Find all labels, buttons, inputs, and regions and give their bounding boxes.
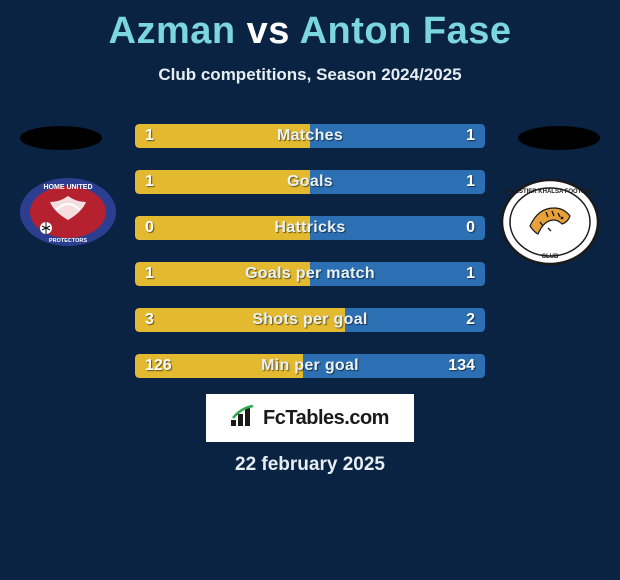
subtitle: Club competitions, Season 2024/2025 (0, 65, 620, 85)
stat-row: 11Goals (135, 170, 485, 194)
stat-label: Shots per goal (135, 308, 485, 332)
player2-name: Anton Fase (300, 10, 512, 52)
logo-text: FcTables.com (263, 407, 389, 430)
stat-label: Matches (135, 124, 485, 148)
vs-separator: vs (247, 10, 290, 52)
logo-icon (231, 404, 257, 432)
player2-club-badge: BALESTIER KHALSA FOOTBALL CLUB (500, 178, 600, 266)
stat-label: Min per goal (135, 354, 485, 378)
svg-text:HOME UNITED: HOME UNITED (44, 184, 93, 191)
stats-container: 11Matches 11Goals 00Hattricks 11Goals per m… (135, 124, 485, 378)
player1-name: Azman (109, 10, 236, 52)
svg-text:BALESTIER KHALSA FOOTBALL: BALESTIER KHALSA FOOTBALL (503, 189, 598, 195)
stat-row: 00Hattricks (135, 216, 485, 240)
stat-label: Goals (135, 170, 485, 194)
player1-avatar-silhouette (20, 126, 102, 150)
stat-label: Hattricks (135, 216, 485, 240)
player2-avatar-silhouette (518, 126, 600, 150)
stat-row: 126134Min per goal (135, 354, 485, 378)
svg-text:PROTECTORS: PROTECTORS (49, 238, 87, 244)
stat-row: 11Goals per match (135, 262, 485, 286)
stat-row: 11Matches (135, 124, 485, 148)
stat-label: Goals per match (135, 262, 485, 286)
fctables-logo: FcTables.com (206, 394, 414, 442)
comparison-date: 22 february 2025 (0, 454, 620, 476)
player1-club-badge: HOME UNITED PROTECTORS (18, 176, 118, 248)
comparison-title: Azman vs Anton Fase (0, 0, 620, 53)
stat-row: 32Shots per goal (135, 308, 485, 332)
svg-text:CLUB: CLUB (542, 254, 559, 260)
